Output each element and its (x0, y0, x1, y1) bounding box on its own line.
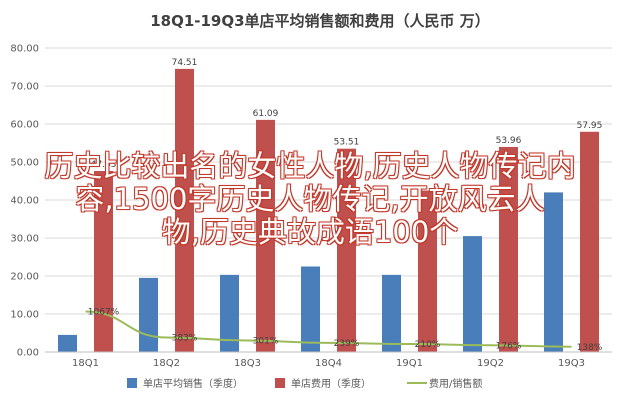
bar (382, 274, 401, 352)
bar (256, 119, 275, 352)
line-data-label: 301% (253, 337, 279, 347)
x-tick-label: 18Q4 (315, 358, 342, 369)
x-tick-label: 19Q3 (558, 358, 585, 369)
x-tick-label: 19Q2 (477, 358, 504, 369)
legend: 单店平均销售（季度） 单店费用（季度） 费用/销售额 (127, 377, 482, 390)
bars: 47.63 74.51 61.09 53.51 53.96 57.95 (58, 58, 602, 352)
line-data-label: 383% (172, 333, 198, 343)
bar (463, 236, 482, 352)
x-tick-label: 18Q3 (234, 358, 261, 369)
y-tick-label: 40.00 (10, 196, 39, 207)
bar (175, 68, 194, 352)
x-tick-label: 18Q1 (72, 358, 99, 369)
y-tick-label: 0.00 (17, 348, 39, 359)
bar-data-label: 57.95 (577, 121, 603, 131)
y-tick-label: 60.00 (10, 120, 39, 131)
bar (580, 131, 599, 352)
bar (58, 334, 77, 352)
y-axis: 0.00 10.00 20.00 30.00 40.00 50.00 60.00 70.00 8… (10, 44, 39, 359)
gridlines (45, 47, 612, 353)
bar-data-label: 53.51 (334, 138, 360, 148)
legend-swatch (127, 378, 137, 388)
legend-label: 费用/销售额 (429, 377, 482, 390)
y-tick-label: 20.00 (10, 272, 39, 283)
y-tick-label: 10.00 (10, 310, 39, 321)
line-data-label: 1067% (88, 307, 120, 317)
line-data-label: 239% (334, 339, 360, 349)
bar (499, 146, 518, 352)
y-tick-label: 80.00 (10, 44, 39, 55)
bar (544, 192, 563, 352)
bar-data-label: 53.96 (496, 136, 522, 146)
x-tick-label: 19Q1 (396, 358, 423, 369)
bar-data-label: 47.63 (91, 160, 117, 170)
bar (301, 266, 320, 352)
bar (418, 190, 437, 352)
ratio-line: 1067% 383% 301% 239% 210% 176% 138% (85, 307, 603, 353)
x-axis: 18Q1 18Q2 18Q3 18Q4 19Q1 19Q2 19Q3 (45, 351, 612, 369)
y-tick-label: 70.00 (10, 82, 39, 93)
bar (94, 171, 113, 352)
ratio-line-path (85, 310, 572, 348)
y-tick-label: 50.00 (10, 158, 39, 169)
legend-label: 单店平均销售（季度） (143, 377, 243, 390)
bar (139, 277, 158, 352)
line-data-label: 176% (496, 341, 522, 351)
y-tick-label: 30.00 (10, 234, 39, 245)
bar-data-label: 74.51 (172, 58, 198, 68)
line-data-label: 138% (577, 343, 603, 353)
legend-swatch (275, 378, 285, 388)
bar (220, 274, 239, 352)
legend-label: 单店费用（季度） (291, 377, 371, 390)
x-tick-label: 18Q2 (153, 358, 180, 369)
line-data-label: 210% (415, 340, 441, 350)
bar-data-label: 61.09 (253, 109, 279, 119)
bar (337, 148, 356, 352)
chart-title: 18Q1-19Q3单店平均销售额和费用（人民币 万） (150, 12, 490, 30)
